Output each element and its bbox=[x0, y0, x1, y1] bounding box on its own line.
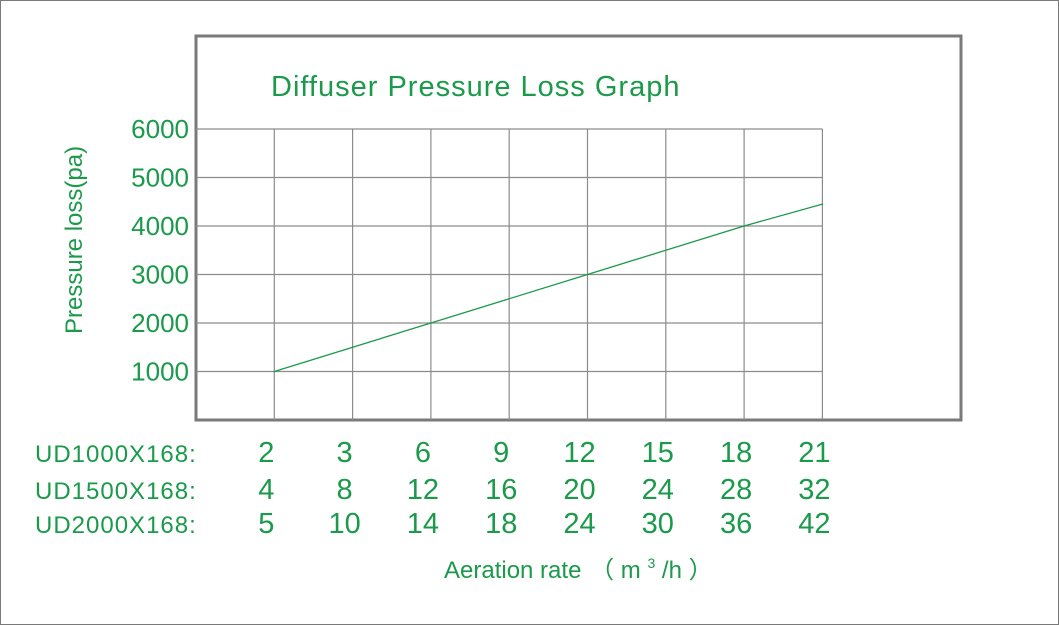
x-tick-label: 20 bbox=[563, 474, 595, 506]
series-point bbox=[430, 322, 432, 324]
x-tick-label: 3 bbox=[337, 437, 353, 469]
y-tick-label: 6000 bbox=[131, 114, 189, 144]
x-tick-label: 12 bbox=[563, 437, 595, 469]
y-axis-ticks: 6000 5000 4000 3000 2000 1000 bbox=[131, 114, 189, 387]
x-tick-label: 9 bbox=[493, 437, 509, 469]
series-point bbox=[743, 225, 745, 227]
x-tick-label: 8 bbox=[337, 474, 353, 506]
x-tick-label: 15 bbox=[642, 437, 674, 469]
x-tick-label: 14 bbox=[407, 508, 439, 540]
x-tick-label: 24 bbox=[642, 474, 674, 506]
y-tick-label: 1000 bbox=[131, 357, 189, 387]
series-group bbox=[273, 203, 824, 373]
x-axis-unit: m bbox=[621, 557, 641, 584]
x-tick-label: 28 bbox=[720, 474, 752, 506]
x-tick-label: 6 bbox=[415, 437, 431, 469]
x-axis-unit-close: ） bbox=[689, 557, 713, 584]
x-axis-label: Aeration rate （ m 3 /h ） bbox=[444, 547, 713, 584]
x-axis-unit-rest: /h bbox=[662, 557, 682, 584]
x-tick-label: 18 bbox=[720, 437, 752, 469]
plot-box bbox=[194, 34, 963, 422]
chart-title: Diffuser Pressure Loss Graph bbox=[271, 71, 680, 103]
x-tick-label: 42 bbox=[798, 508, 830, 540]
x-axis-unit-sup: 3 bbox=[647, 555, 655, 571]
x-tick-label: 2 bbox=[258, 437, 274, 469]
series-point bbox=[273, 370, 276, 373]
grid bbox=[196, 128, 824, 420]
x-tick-label: 21 bbox=[798, 437, 830, 469]
x-tick-label: 10 bbox=[328, 508, 360, 540]
y-tick-label: 3000 bbox=[131, 260, 189, 290]
x-tick-label: 32 bbox=[798, 474, 830, 506]
x-tick-label: 5 bbox=[258, 508, 274, 540]
model-label: UD1000X168: bbox=[35, 441, 197, 468]
y-tick-label: 2000 bbox=[131, 308, 189, 338]
x-tick-label: 12 bbox=[407, 474, 439, 506]
x-tick-label: 24 bbox=[563, 508, 595, 540]
series-point bbox=[821, 203, 824, 205]
x-tick-label: 36 bbox=[720, 508, 752, 540]
y-tick-label: 4000 bbox=[131, 211, 189, 241]
x-tick-label: 4 bbox=[258, 474, 274, 506]
x-tick-label: 30 bbox=[642, 508, 674, 540]
model-label: UD1500X168: bbox=[35, 478, 197, 505]
x-tick-label: 18 bbox=[485, 508, 517, 540]
x-axis-unit-open: （ bbox=[590, 557, 614, 584]
x-tick-label: 16 bbox=[485, 474, 517, 506]
series-point bbox=[586, 273, 589, 276]
y-tick-label: 5000 bbox=[131, 163, 189, 193]
x-axis-label-text: Aeration rate bbox=[444, 557, 581, 584]
series-line bbox=[274, 203, 823, 373]
model-label: UD2000X168: bbox=[35, 512, 197, 539]
y-axis-label: Pressure loss(pa) bbox=[61, 146, 88, 334]
